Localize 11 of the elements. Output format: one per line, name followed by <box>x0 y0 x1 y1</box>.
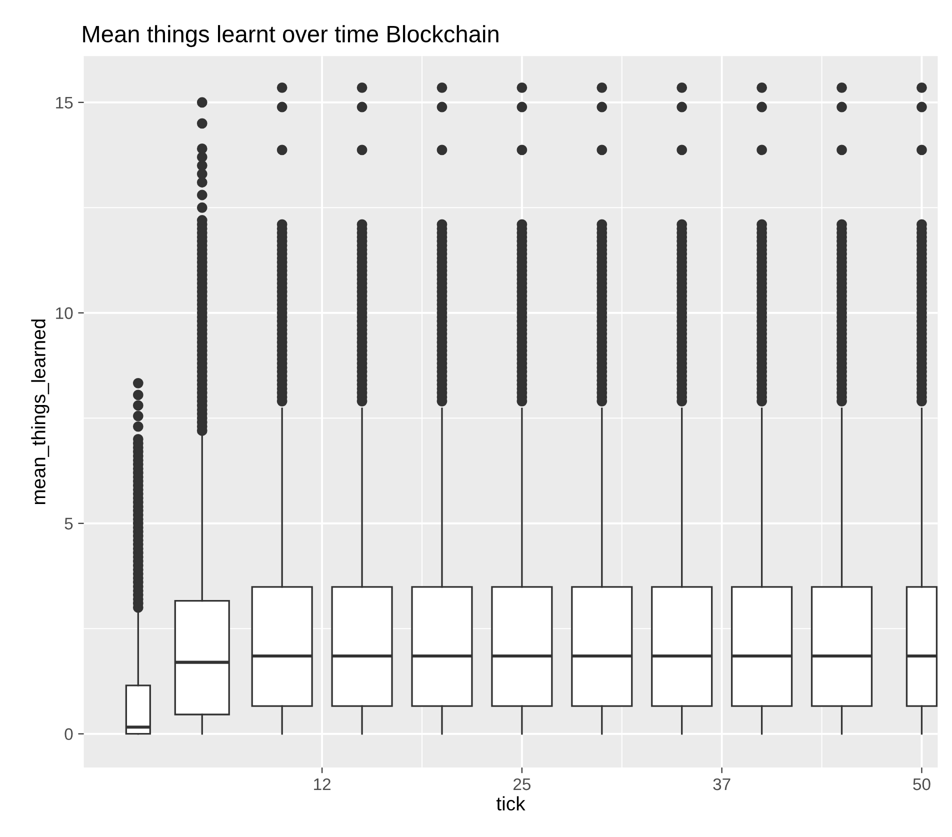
y-tick-label: 5 <box>64 518 73 530</box>
y-axis-title: mean_things_learned <box>31 320 50 504</box>
x-tick-label: 37 <box>713 778 730 790</box>
y-tick-label: 0 <box>64 728 73 740</box>
y-tick-label: 10 <box>56 307 73 320</box>
x-tick-label: 50 <box>913 778 930 790</box>
x-axis-title: tick <box>496 796 526 811</box>
y-tick-label: 15 <box>56 96 73 109</box>
chart-title: Mean things learnt over time Blockchain <box>83 25 498 48</box>
x-tick-label: 12 <box>314 778 330 790</box>
x-tick-label: 25 <box>514 778 531 790</box>
